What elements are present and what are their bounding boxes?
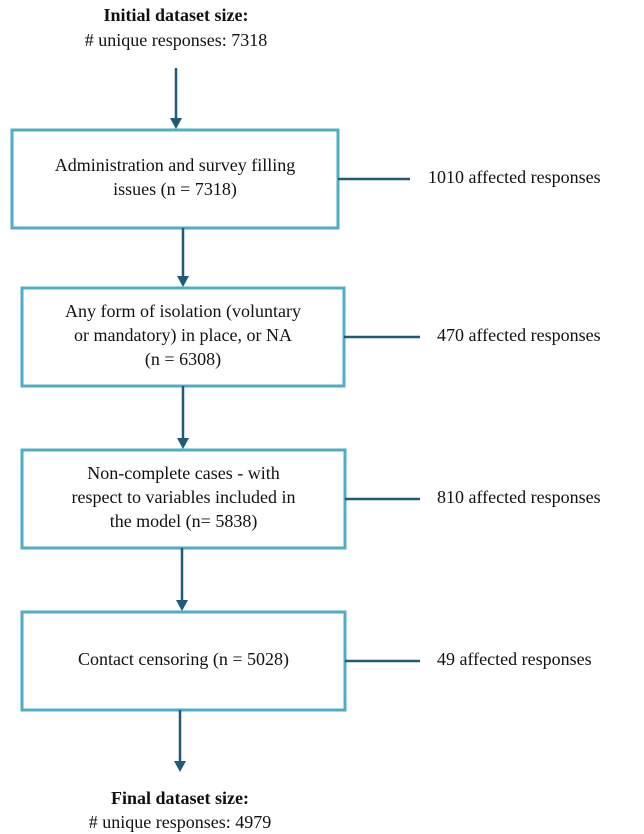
- arrow-head: [170, 118, 182, 129]
- step-box: [20, 286, 346, 388]
- step-label: Non-complete cases - with: [87, 463, 279, 483]
- arrow-head: [177, 276, 189, 287]
- footer-title: Final dataset size:: [111, 788, 249, 808]
- step-label: respect to variables included in: [72, 487, 296, 507]
- arrow-head: [177, 438, 189, 449]
- header-subtitle: # unique responses: 7318: [85, 30, 267, 50]
- step-box: [20, 448, 347, 550]
- step-label: Contact censoring (n = 5028): [78, 649, 289, 670]
- excluded-label: 470 affected responses: [437, 325, 601, 345]
- step-label: Administration and survey filling: [55, 155, 295, 175]
- excluded-label: 49 affected responses: [437, 649, 592, 669]
- step-label: Any form of isolation (voluntary: [65, 301, 301, 322]
- arrow-head: [176, 600, 188, 611]
- excluded-label: 810 affected responses: [437, 487, 601, 507]
- footer-subtitle: # unique responses: 4979: [89, 812, 271, 832]
- step-box: [20, 610, 347, 712]
- header-title: Initial dataset size:: [104, 5, 249, 25]
- step-label: or mandatory) in place, or NA: [74, 325, 292, 346]
- step-label: issues (n = 7318): [113, 179, 237, 200]
- step-label: (n = 6308): [145, 349, 221, 370]
- arrow-head: [174, 761, 186, 772]
- step-label: the model (n= 5838): [110, 511, 258, 532]
- excluded-label: 1010 affected responses: [428, 167, 601, 187]
